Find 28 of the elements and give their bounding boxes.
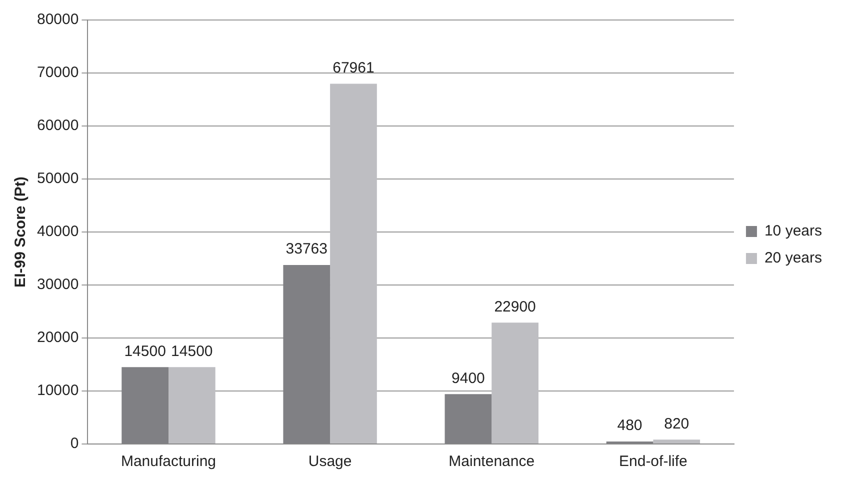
bar [330, 84, 377, 444]
y-tick-label: 40000 [36, 223, 79, 240]
x-tick-label: Usage [308, 453, 352, 470]
data-label: 820 [664, 415, 690, 432]
legend-label: 10 years [764, 222, 822, 240]
y-tick-label: 50000 [36, 170, 79, 188]
legend-label: 20 years [764, 250, 822, 267]
y-tick-label: 70000 [36, 64, 79, 82]
data-label: 67961 [332, 59, 374, 76]
bar [492, 322, 538, 444]
data-label: 14500 [171, 342, 213, 360]
data-label: 33763 [286, 240, 328, 258]
data-label: 22900 [494, 298, 536, 316]
y-tick-label: 10000 [36, 382, 79, 400]
y-axis-title: EI-99 Score (Pt) [12, 176, 30, 288]
y-tick-label: 0 [70, 435, 79, 452]
x-tick-label: Manufacturing [120, 453, 216, 470]
data-label: 9400 [452, 370, 485, 387]
y-tick-label: 80000 [36, 11, 79, 28]
bar [653, 440, 700, 444]
data-label: 480 [617, 417, 642, 434]
y-tick-label: 30000 [36, 276, 79, 294]
x-tick-label: End-of-life [619, 453, 688, 470]
data-label: 14500 [124, 342, 166, 360]
y-tick-label: 60000 [36, 117, 79, 134]
x-tick-label: Maintenance [448, 453, 535, 470]
y-tick-label: 20000 [36, 329, 79, 346]
bar [168, 367, 216, 444]
